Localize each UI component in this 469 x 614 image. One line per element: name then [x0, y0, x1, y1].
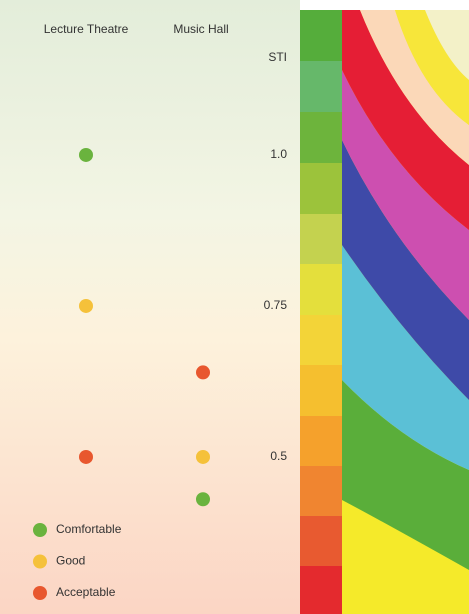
category-label: Music Hall: [173, 22, 228, 36]
top-margin: [300, 0, 469, 10]
sti-map: [342, 10, 469, 614]
legend-marker: [33, 586, 47, 600]
legend-marker: [33, 523, 47, 537]
legend-label: Good: [56, 554, 85, 568]
category-label: Lecture Theatre: [44, 22, 129, 36]
y-tick-label: 0.75: [264, 298, 288, 312]
y-tick-label: 0.5: [270, 449, 287, 463]
color-scale: [300, 10, 342, 614]
dot: [79, 449, 93, 464]
dot: [196, 449, 210, 464]
legend-label: Acceptable: [56, 585, 116, 599]
dot: [196, 492, 210, 507]
dot: [79, 298, 93, 313]
dot: [79, 147, 93, 162]
panel-background: [0, 0, 300, 614]
legend-label: Comfortable: [56, 522, 122, 536]
legend-marker: [33, 554, 47, 569]
dot: [196, 365, 210, 380]
y-tick-label: 1.0: [270, 147, 287, 161]
y-axis-label: STI: [268, 50, 287, 64]
